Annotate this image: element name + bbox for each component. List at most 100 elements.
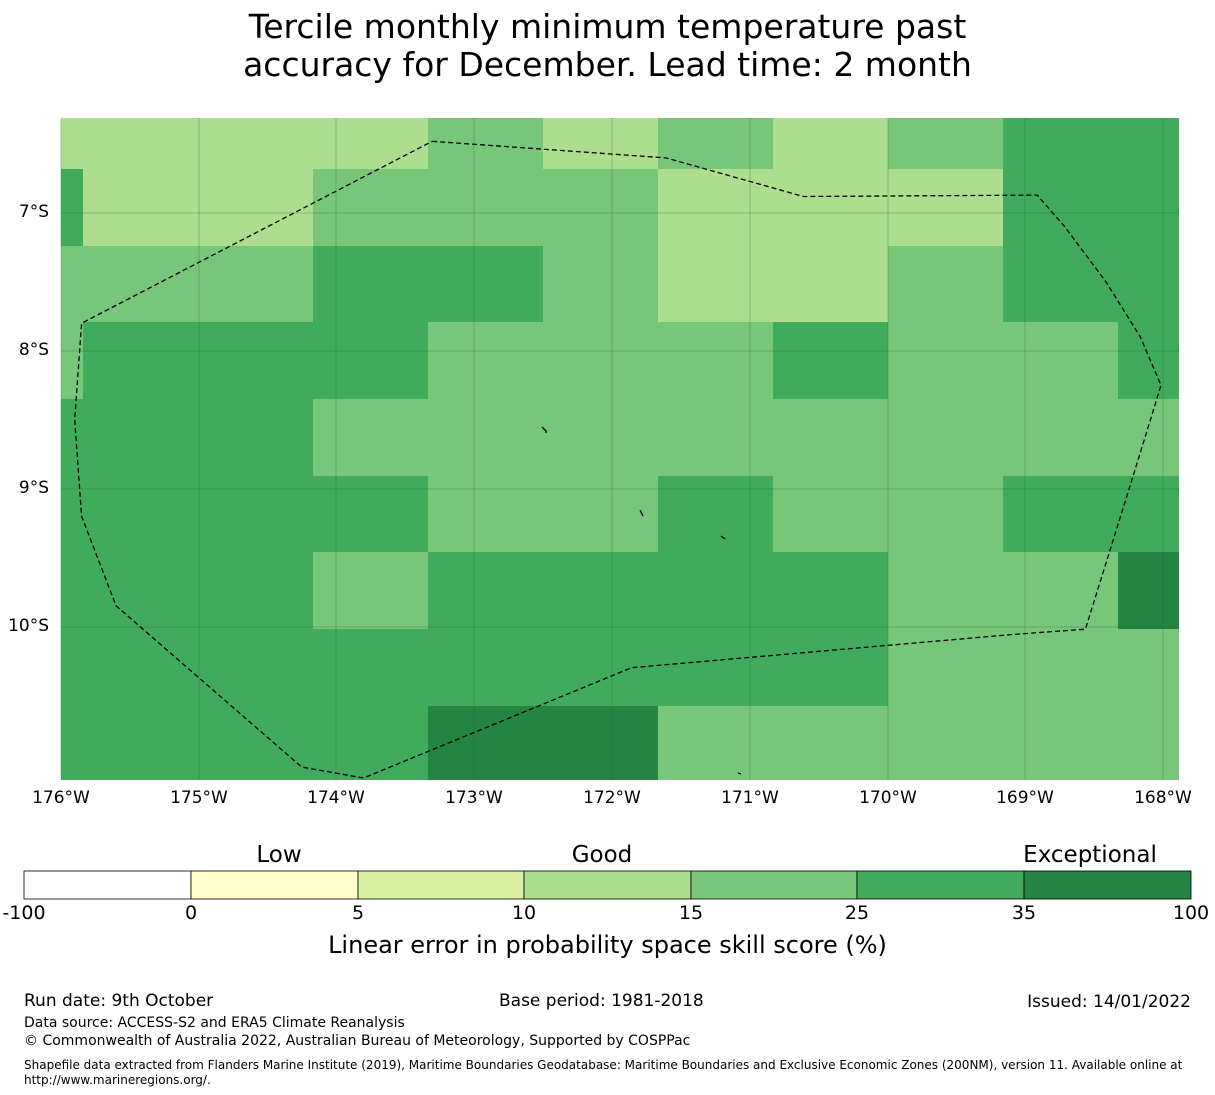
grid-cell (888, 169, 1003, 246)
grid-cell (773, 399, 888, 476)
grid-cell (428, 169, 543, 246)
grid-cell (658, 629, 773, 706)
grid-cell (773, 629, 888, 706)
grid-cell (61, 322, 83, 399)
grid-cell (83, 118, 199, 169)
y-tick-label: 10°S (8, 616, 49, 636)
graticule (60, 118, 1179, 780)
grid-cell (313, 399, 428, 476)
grid-cell (83, 476, 199, 552)
grid-cell (199, 118, 313, 169)
grid-cell (773, 706, 888, 780)
colorbar-segment (1023, 870, 1192, 900)
grid-cell (543, 706, 658, 780)
grid-cell (61, 476, 83, 552)
colorbar-segment (690, 870, 858, 900)
grid-cell (543, 118, 658, 169)
grid-cell (1003, 552, 1118, 629)
grid-cell (1118, 322, 1179, 399)
colorbar-tick-label: -100 (2, 902, 46, 924)
grid-cell (888, 629, 1003, 706)
colorbar (23, 870, 1192, 900)
grid-cell (773, 476, 888, 552)
x-tick-label: 169°W (996, 788, 1054, 808)
grid-cell (543, 169, 658, 246)
grid-cell (888, 706, 1003, 780)
grid-cell (1003, 629, 1118, 706)
grid-cell (83, 322, 199, 399)
grid-cell (658, 399, 773, 476)
grid-cell (1118, 552, 1179, 629)
grid-cell (428, 476, 543, 552)
x-tick-label: 174°W (307, 788, 365, 808)
colorbar-tick-label: 10 (511, 902, 537, 924)
colorbar-tick-label: 15 (678, 902, 704, 924)
grid-cell (61, 246, 83, 322)
grid-cell (658, 322, 773, 399)
colorbar-segment (23, 870, 192, 900)
grid-cell (1118, 399, 1179, 476)
grid-cell (61, 169, 83, 246)
grid-cell (1118, 476, 1179, 552)
shapefile-credit: Shapefile data extracted from Flanders M… (24, 1058, 1183, 1087)
grid-cell (83, 246, 199, 322)
grid-cell (199, 476, 313, 552)
grid-cell (773, 552, 888, 629)
colorbar-category-low: Low (256, 842, 302, 868)
grid-cell (543, 322, 658, 399)
colorbar-tick-label: 0 (184, 902, 198, 924)
grid-cell (199, 169, 313, 246)
grid-cell (1003, 476, 1118, 552)
grid-cell (61, 552, 83, 629)
grid-cell (1003, 169, 1118, 246)
copyright: © Commonwealth of Australia 2022, Austra… (24, 1033, 691, 1049)
colorbar-tick-label: 5 (351, 902, 365, 924)
grid-cell (543, 246, 658, 322)
grid-cell (83, 169, 199, 246)
grid-cell (313, 169, 428, 246)
island-marks (541, 426, 742, 775)
colorbar-category-exceptional: Exceptional (1023, 842, 1157, 868)
x-tick-label: 170°W (859, 788, 917, 808)
grid-cell (888, 118, 1003, 169)
grid-cell (888, 476, 1003, 552)
grid-cell (658, 169, 773, 246)
grid-cell (428, 706, 543, 780)
colorbar-segment (357, 870, 525, 900)
data-source: Data source: ACCESS-S2 and ERA5 Climate … (24, 1015, 405, 1031)
map-title-line1: Tercile monthly minimum temperature past (248, 7, 967, 46)
x-tick-label: 168°W (1134, 788, 1192, 808)
grid-cell (61, 399, 83, 476)
grid-cell (61, 118, 83, 169)
grid-cell (543, 629, 658, 706)
run-date: Run date: 9th October (24, 991, 214, 1011)
x-tick-label: 171°W (721, 788, 779, 808)
y-tick-label: 7°S (18, 202, 49, 222)
grid-cell (428, 246, 543, 322)
grid-cell (1118, 169, 1179, 246)
grid-cell (658, 476, 773, 552)
grid-cell (313, 476, 428, 552)
grid-cell (313, 706, 428, 780)
skill-grid (61, 118, 1179, 780)
grid-cell (888, 246, 1003, 322)
grid-cell (658, 552, 773, 629)
grid-cell (313, 629, 428, 706)
grid-cell (1003, 399, 1118, 476)
grid-cell (428, 552, 543, 629)
colorbar-tick-label: 100 (1172, 902, 1210, 924)
map-title-line2: accuracy for December. Lead time: 2 mont… (243, 45, 972, 84)
grid-cell (1118, 246, 1179, 322)
grid-cell (313, 552, 428, 629)
colorbar-label: Linear error in probability space skill … (328, 931, 887, 959)
base-period: Base period: 1981-2018 (499, 991, 704, 1011)
grid-cell (313, 322, 428, 399)
grid-cell (61, 706, 83, 780)
grid-cell (773, 169, 888, 246)
grid-cell (773, 118, 888, 169)
grid-cell (199, 552, 313, 629)
grid-cell (199, 322, 313, 399)
grid-cell (543, 399, 658, 476)
grid-cell (543, 476, 658, 552)
y-tick-label: 8°S (18, 340, 49, 360)
